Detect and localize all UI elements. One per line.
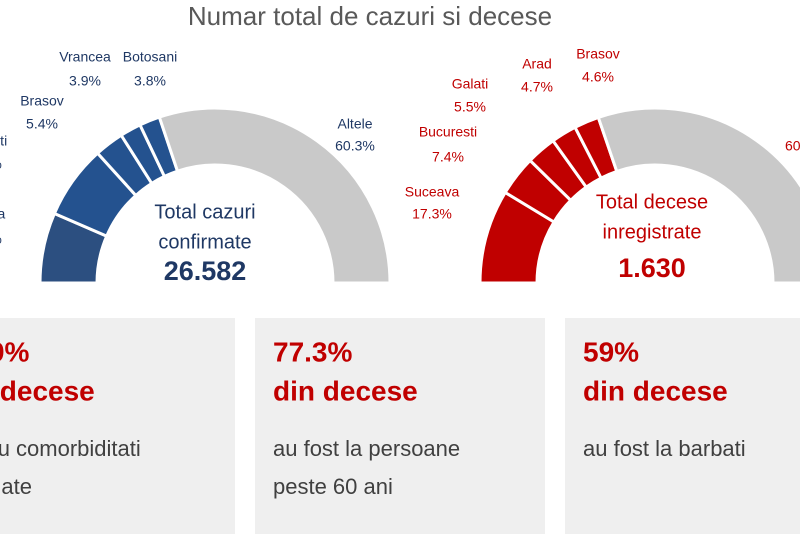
segment-value: 17.3% bbox=[412, 206, 452, 222]
segment-label: Brasov bbox=[20, 93, 64, 109]
card-text: aveau comorbiditati bbox=[0, 436, 141, 461]
segment-label: Arad bbox=[522, 56, 552, 72]
center-text: Total decese bbox=[596, 191, 708, 213]
segment-value: 4.6% bbox=[582, 69, 614, 85]
center-text: Total cazuri bbox=[154, 201, 255, 223]
stat-card bbox=[255, 318, 545, 534]
segment-label: Botosani bbox=[123, 49, 177, 65]
card-text: asociate bbox=[0, 474, 32, 499]
center-total: 1.630 bbox=[618, 253, 686, 283]
card-text: peste 60 ani bbox=[273, 474, 393, 499]
card-percent: 72.9% bbox=[0, 336, 29, 367]
segment-value: 3.9% bbox=[69, 73, 101, 89]
segment-value: 7.4% bbox=[432, 149, 464, 165]
segment-label: Galati bbox=[452, 76, 489, 92]
segment-value: 13.6% bbox=[0, 156, 2, 172]
donut-segment bbox=[596, 106, 800, 285]
card-percent: 77.3% bbox=[273, 336, 352, 367]
stat-card bbox=[0, 318, 235, 534]
segment-value: 5.5% bbox=[454, 99, 486, 115]
stat-card bbox=[565, 318, 800, 534]
segment-label: Suceava bbox=[0, 206, 5, 222]
segment-value: 13.0% bbox=[0, 231, 2, 247]
segment-label: Bucuresti bbox=[0, 133, 7, 149]
card-heading: din decese bbox=[273, 375, 418, 406]
segment-label: Bucuresti bbox=[419, 124, 477, 140]
segment-value: 3.8% bbox=[134, 73, 166, 89]
segment-value: 4.7% bbox=[521, 79, 553, 95]
donut-segment bbox=[157, 106, 392, 285]
card-heading: din decese bbox=[583, 375, 728, 406]
center-text: confirmate bbox=[158, 231, 251, 253]
card-text: au fost la barbati bbox=[583, 436, 746, 461]
page-title: Numar total de cazuri si decese bbox=[188, 1, 552, 31]
segment-label: Altele bbox=[337, 116, 372, 132]
card-heading: din decese bbox=[0, 375, 95, 406]
segment-label: Vrancea bbox=[59, 49, 111, 65]
segment-value: 60.5% bbox=[785, 138, 800, 154]
segment-label: Suceava bbox=[405, 184, 460, 200]
center-text: inregistrate bbox=[603, 221, 702, 243]
segment-value: 5.4% bbox=[26, 116, 58, 132]
segment-value: 60.3% bbox=[335, 138, 375, 154]
card-percent: 59% bbox=[583, 336, 639, 367]
segment-label: Brasov bbox=[576, 46, 620, 62]
center-total: 26.582 bbox=[164, 256, 247, 286]
card-text: au fost la persoane bbox=[273, 436, 460, 461]
